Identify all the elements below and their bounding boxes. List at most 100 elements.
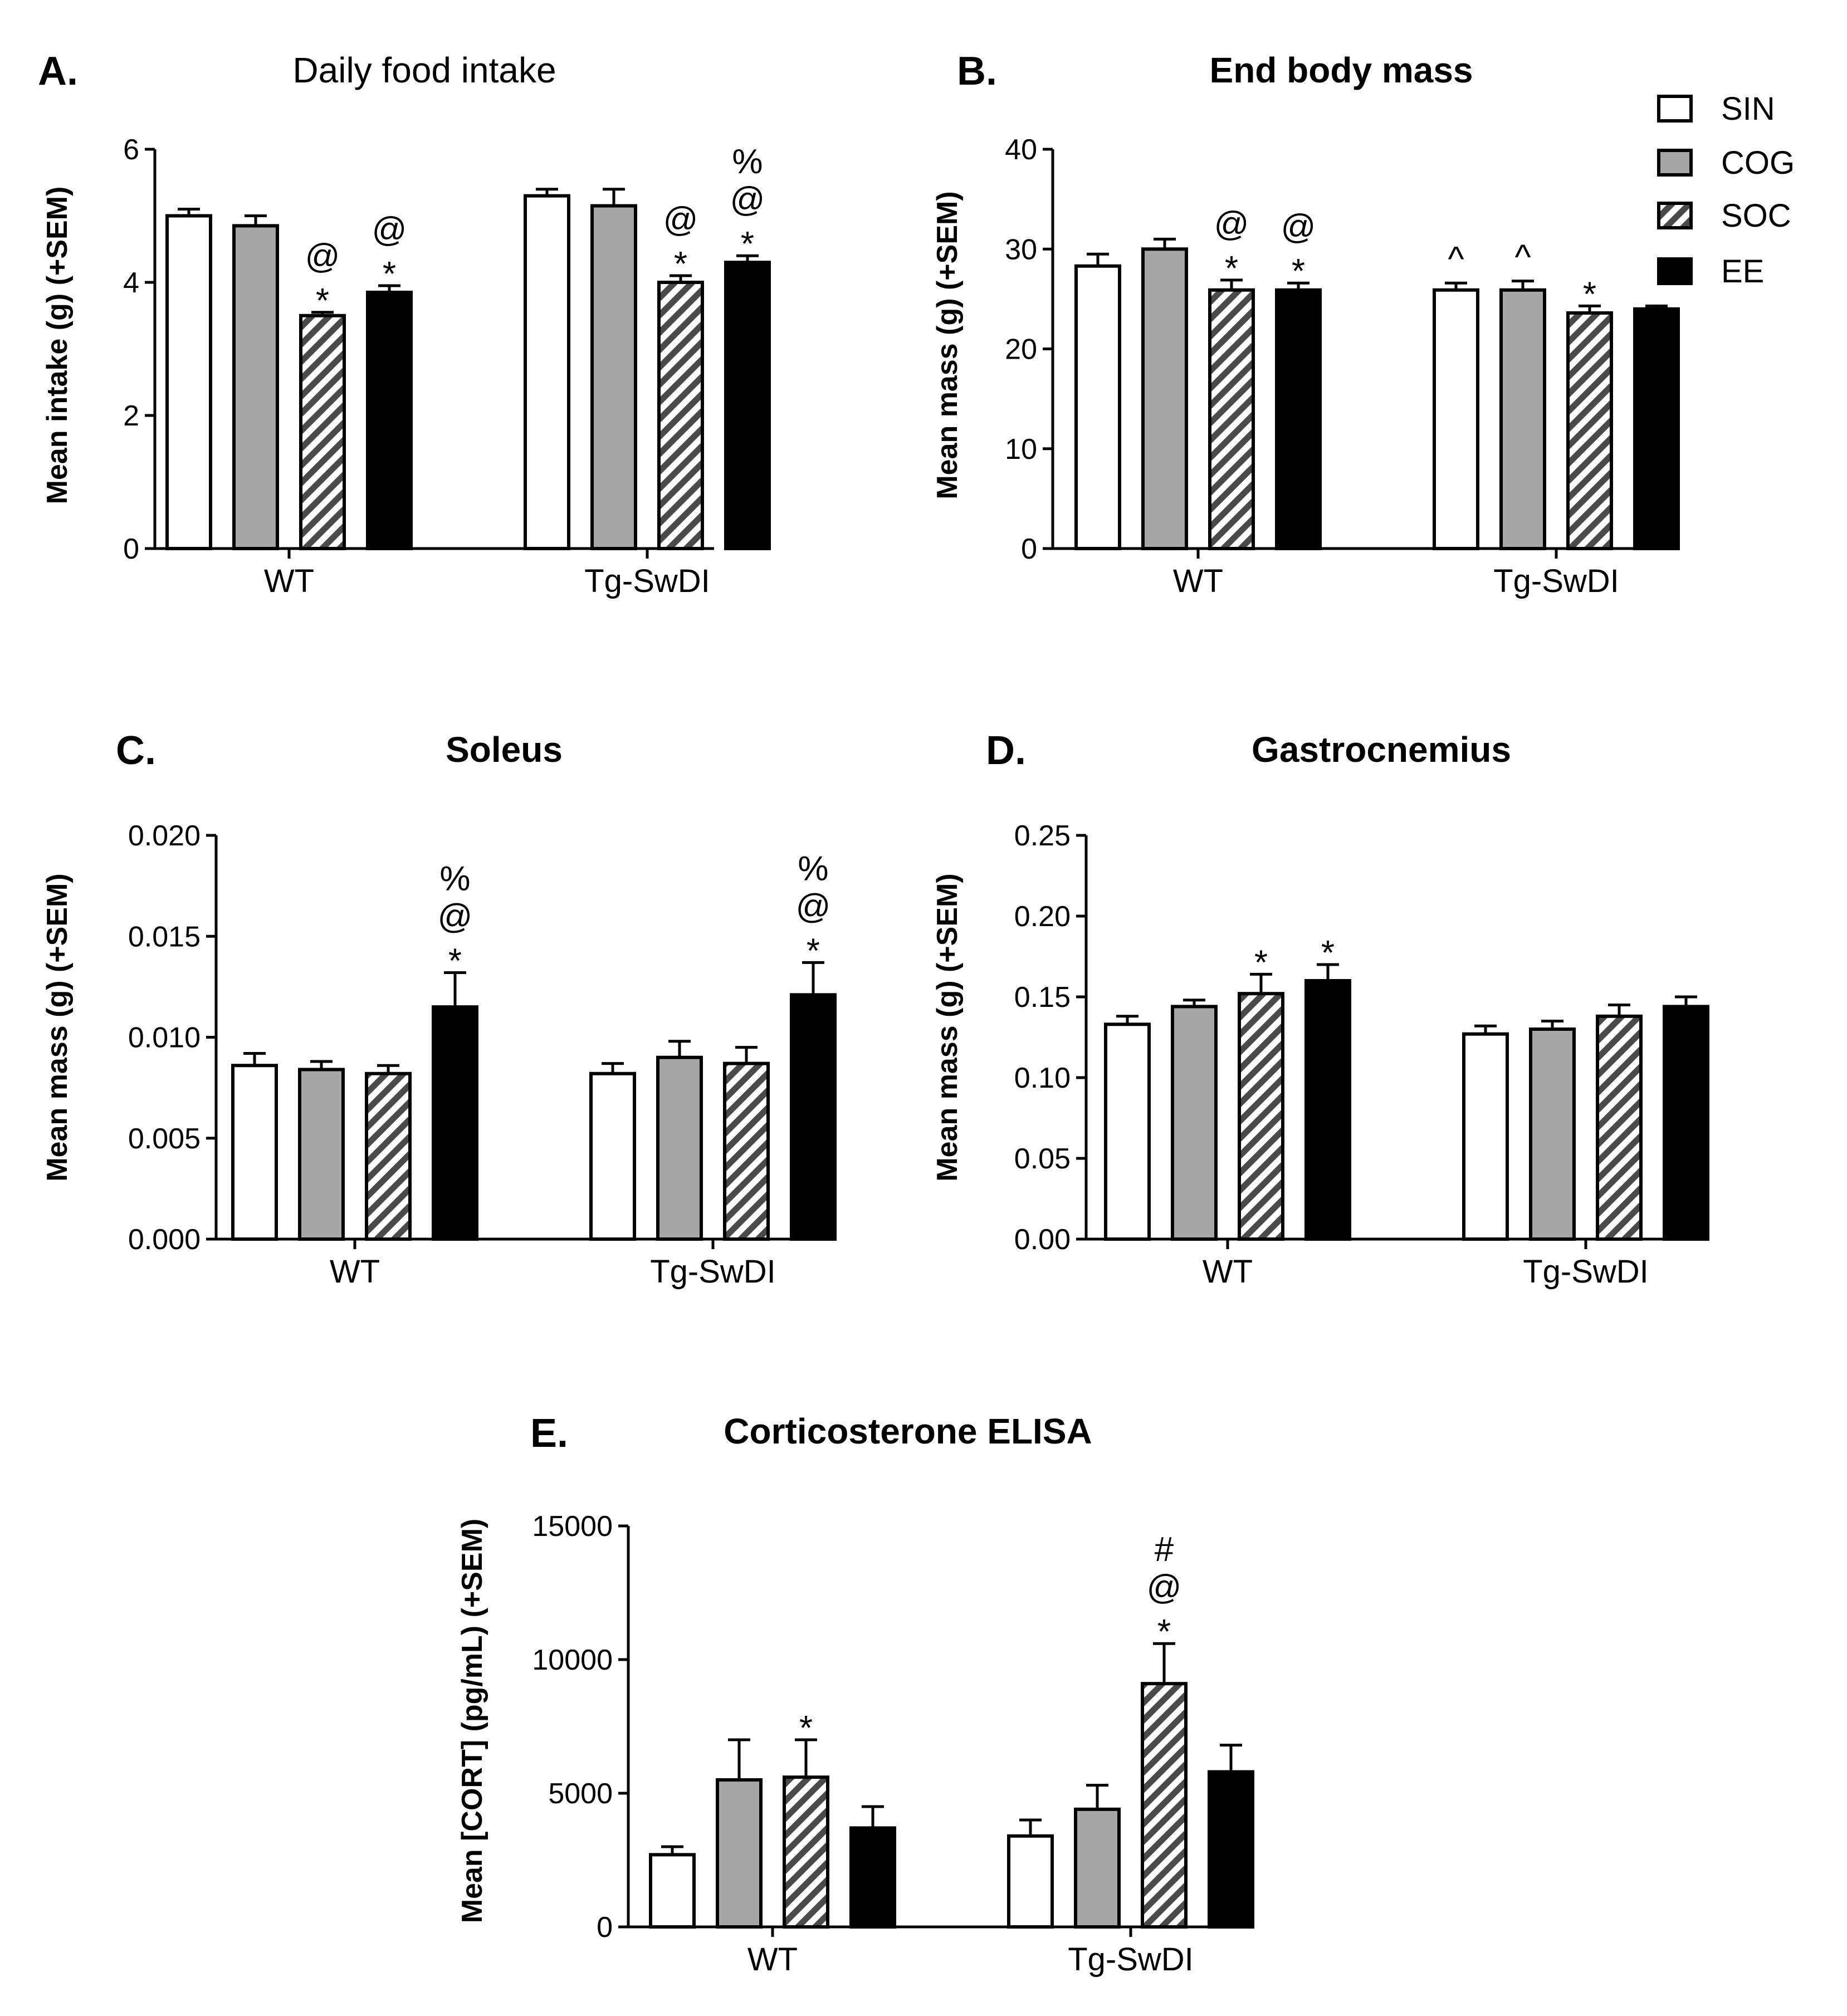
bar-soc xyxy=(1596,1014,1643,1241)
error-bar xyxy=(668,1040,691,1058)
bar-soc xyxy=(1141,1682,1188,1929)
panel-b: B. End body mass Mean mass (g) (+SEM) 0 1… xyxy=(931,49,1680,599)
plot-area: 0 10 20 30 40 WT * @ * @ Tg-SwDI ^ ^ * xyxy=(1005,134,1680,599)
bar-soc xyxy=(365,1071,412,1241)
y-tick-label: 10000 xyxy=(532,1644,613,1676)
y-axis-label: Mean [CORT] (pg/mL) (+SEM) xyxy=(456,1519,488,1924)
y-tick-label: 0.20 xyxy=(1014,901,1071,933)
bar-ee xyxy=(1275,288,1322,550)
bar-ee xyxy=(724,261,771,550)
bar-soc xyxy=(299,314,346,550)
bar-sin xyxy=(649,1853,696,1929)
error-bar xyxy=(728,1738,750,1780)
error-bar xyxy=(1019,1818,1042,1836)
bar-soc xyxy=(1238,992,1284,1241)
bar-ee xyxy=(1633,307,1680,550)
y-tick-label: 0.05 xyxy=(1014,1143,1071,1175)
error-bar xyxy=(444,971,466,1007)
significance-mark: @ xyxy=(1281,208,1316,246)
panel-a: A. Daily food intake Mean intake (g) (+S… xyxy=(38,49,771,599)
bar-cog xyxy=(716,1778,763,1929)
legend: SIN COG SOC EE xyxy=(1657,91,1795,290)
y-axis-label: Mean mass (g) (+SEM) xyxy=(931,873,964,1181)
x-tick-label: WT xyxy=(1173,563,1223,599)
bar-ee xyxy=(366,290,413,550)
y-tick-label: 15000 xyxy=(532,1510,613,1543)
bar-cog xyxy=(590,204,637,550)
y-axis-label: Mean mass (g) (+SEM) xyxy=(931,191,964,499)
bar-ee xyxy=(1663,1005,1709,1241)
significance-mark: @ xyxy=(1147,1568,1182,1607)
legend-swatch-soc xyxy=(1657,202,1693,229)
chart-title: End body mass xyxy=(1210,50,1473,90)
y-tick-label: 0.15 xyxy=(1014,981,1071,1014)
legend-label-cog: COG xyxy=(1721,145,1795,181)
error-bar xyxy=(795,1738,817,1778)
significance-mark: @ xyxy=(372,211,407,249)
significance-mark: ^ xyxy=(1514,238,1531,277)
significance-mark: * xyxy=(383,255,396,293)
chart-title: Soleus xyxy=(446,730,563,770)
y-tick-label: 0 xyxy=(1021,533,1037,565)
significance-mark: * xyxy=(1225,249,1238,288)
error-bar xyxy=(1220,1744,1242,1772)
significance-mark: @ xyxy=(796,887,831,926)
significance-mark: @ xyxy=(305,237,340,276)
x-tick-label: Tg-SwDI xyxy=(1493,563,1619,599)
significance-mark: * xyxy=(1321,934,1335,972)
error-bar xyxy=(1250,972,1272,994)
bar-ee xyxy=(790,993,837,1241)
y-tick-label: 0.25 xyxy=(1014,820,1071,852)
error-bar xyxy=(602,1062,624,1074)
plot-area: 0.00 0.05 0.10 0.15 0.20 0.25 WT * * Tg-SwDI xyxy=(1014,820,1709,1290)
significance-mark: % xyxy=(798,849,828,888)
error-bar xyxy=(243,1052,266,1066)
legend-item-ee: EE xyxy=(1657,253,1764,290)
bar-sin xyxy=(165,214,212,550)
panel-d: D. Gastrocnemius Mean mass (g) (+SEM) 0.… xyxy=(931,728,1709,1290)
significance-mark: * xyxy=(674,245,687,283)
bar-ee xyxy=(432,1005,478,1241)
chart-title: Gastrocnemius xyxy=(1252,730,1511,770)
significance-mark: * xyxy=(741,225,754,263)
bar-sin xyxy=(1462,1032,1509,1241)
bar-sin xyxy=(1074,264,1121,550)
error-bar xyxy=(1608,1004,1630,1016)
chart-title: Corticosterone ELISA xyxy=(724,1411,1092,1451)
panel-e: E. Corticosterone ELISA Mean [CORT] (pg/… xyxy=(456,1411,1254,1978)
significance-mark: * xyxy=(1583,275,1596,314)
x-tick-label: Tg-SwDI xyxy=(1523,1254,1649,1290)
panel-letter: E. xyxy=(530,1411,568,1456)
error-bar xyxy=(1153,1642,1175,1684)
plot-area: 0 2 4 6 WT * @ * @ Tg-SwDI * @ * @% xyxy=(123,134,771,599)
bar-cog xyxy=(298,1068,345,1241)
error-bar xyxy=(603,188,625,206)
panel-c: C. Soleus Mean mass (g) (+SEM) 0.0000.00… xyxy=(41,728,837,1290)
y-tick-label: 5000 xyxy=(548,1778,613,1810)
bar-soc xyxy=(657,281,704,550)
bar-cog xyxy=(1499,288,1546,550)
error-bar xyxy=(1086,1784,1108,1809)
chart-title: Daily food intake xyxy=(292,50,556,90)
y-tick-label: 30 xyxy=(1005,233,1037,266)
y-tick-label: 0.015 xyxy=(128,921,201,953)
bar-cog xyxy=(1171,1005,1218,1241)
x-tick-label: WT xyxy=(330,1254,380,1290)
significance-mark: # xyxy=(1155,1530,1174,1569)
significance-mark: * xyxy=(807,932,820,970)
y-tick-label: 0.020 xyxy=(128,820,201,852)
bar-cog xyxy=(656,1055,703,1241)
significance-mark: % xyxy=(732,143,763,181)
y-tick-label: 0.000 xyxy=(128,1224,201,1256)
error-bar xyxy=(862,1805,884,1828)
legend-label-sin: SIN xyxy=(1721,91,1775,127)
bar-cog xyxy=(1074,1807,1121,1929)
legend-item-sin: SIN xyxy=(1657,91,1775,127)
significance-mark: * xyxy=(799,1709,813,1748)
panel-letter: B. xyxy=(957,49,997,94)
y-tick-label: 0.00 xyxy=(1014,1224,1071,1256)
y-tick-label: 0.010 xyxy=(128,1022,201,1054)
significance-mark: @ xyxy=(1214,205,1249,243)
bar-soc xyxy=(1566,311,1613,550)
x-tick-label: Tg-SwDI xyxy=(584,563,710,599)
